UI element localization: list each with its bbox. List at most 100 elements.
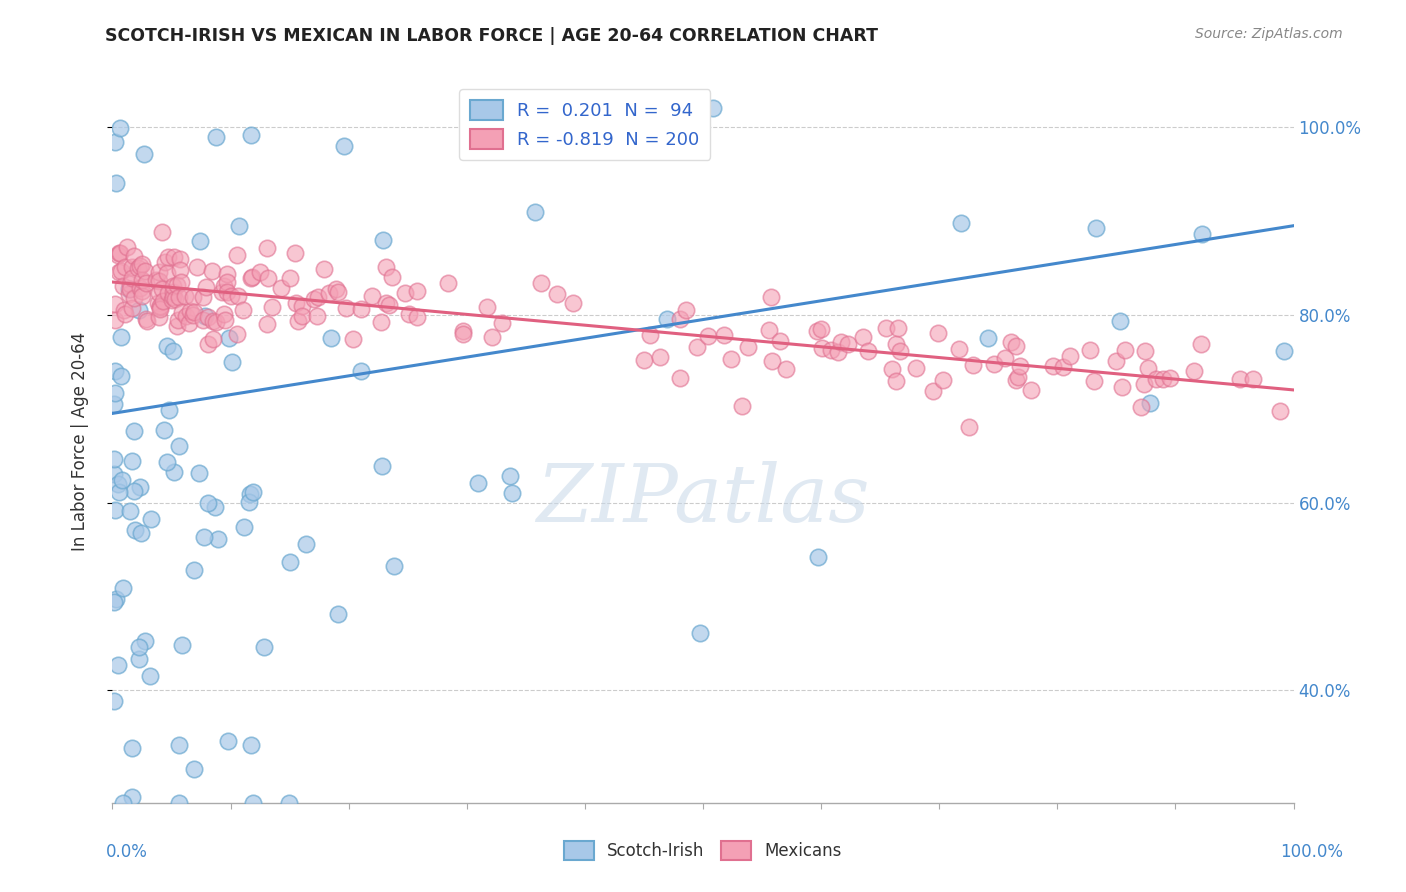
Point: [146, 295, 169, 310]
Point: [128, 651, 150, 665]
Point: [187, 466, 209, 480]
Point: [1272, 344, 1295, 359]
Point: [886, 320, 908, 334]
Point: [152, 225, 174, 239]
Point: [135, 314, 157, 328]
Point: [121, 271, 143, 285]
Point: [129, 525, 152, 540]
Point: [689, 626, 711, 640]
Point: [240, 270, 263, 285]
Point: [326, 285, 349, 299]
Point: [148, 310, 170, 325]
Point: [169, 252, 191, 266]
Point: [214, 313, 236, 327]
Point: [225, 327, 247, 342]
Point: [122, 483, 145, 498]
Point: [994, 351, 1017, 365]
Point: [156, 339, 179, 353]
Point: [121, 789, 143, 804]
Point: [121, 301, 143, 315]
Point: [169, 738, 191, 752]
Point: [1042, 359, 1064, 373]
Point: [211, 285, 233, 299]
Point: [204, 500, 226, 514]
Point: [122, 291, 145, 305]
Point: [193, 290, 215, 304]
Point: [453, 326, 475, 341]
Point: [162, 343, 184, 358]
Point: [1114, 343, 1136, 358]
Point: [477, 300, 499, 314]
Point: [333, 139, 356, 153]
Point: [183, 762, 205, 776]
Point: [371, 458, 394, 473]
Point: [856, 343, 879, 358]
Point: [811, 341, 834, 355]
Point: [406, 284, 429, 298]
Point: [1104, 354, 1126, 368]
Legend: Scotch-Irish, Mexicans: Scotch-Irish, Mexicans: [557, 835, 849, 867]
Point: [104, 364, 127, 378]
Point: [737, 340, 759, 354]
Point: [122, 249, 145, 263]
Point: [530, 276, 553, 290]
Point: [120, 277, 142, 291]
Point: [291, 299, 314, 313]
Point: [633, 352, 655, 367]
Point: [242, 485, 264, 500]
Point: [287, 314, 309, 328]
Point: [278, 270, 301, 285]
Point: [669, 370, 692, 384]
Point: [1010, 359, 1032, 373]
Point: [284, 246, 307, 260]
Point: [202, 313, 225, 327]
Point: [110, 369, 132, 384]
Point: [153, 255, 176, 269]
Point: [107, 476, 129, 491]
Point: [131, 284, 153, 298]
Text: 0.0%: 0.0%: [105, 843, 148, 861]
Point: [104, 135, 127, 149]
Point: [1005, 373, 1028, 387]
Point: [181, 308, 204, 322]
Point: [1152, 372, 1174, 386]
Point: [314, 262, 336, 277]
Point: [103, 397, 125, 411]
Point: [284, 296, 307, 310]
Point: [702, 102, 724, 116]
Point: [103, 467, 125, 481]
Point: [197, 496, 219, 510]
Point: [156, 266, 179, 280]
Point: [217, 734, 239, 748]
Point: [1109, 314, 1132, 328]
Point: [761, 354, 783, 368]
Point: [190, 234, 212, 248]
Point: [183, 305, 205, 319]
Point: [697, 328, 720, 343]
Point: [221, 288, 243, 302]
Point: [131, 289, 153, 303]
Point: [686, 340, 709, 354]
Point: [148, 265, 170, 279]
Point: [194, 309, 217, 323]
Point: [179, 316, 201, 330]
Point: [148, 286, 170, 301]
Point: [375, 295, 398, 310]
Point: [169, 263, 191, 277]
Point: [451, 324, 474, 338]
Point: [121, 260, 143, 275]
Point: [1241, 372, 1264, 386]
Point: [170, 305, 193, 319]
Point: [295, 537, 318, 551]
Point: [650, 350, 672, 364]
Point: [107, 657, 129, 672]
Text: 100.0%: 100.0%: [1279, 843, 1343, 861]
Point: [983, 357, 1005, 371]
Point: [135, 277, 157, 291]
Point: [546, 286, 568, 301]
Point: [253, 640, 276, 654]
Point: [1083, 375, 1105, 389]
Point: [360, 289, 382, 303]
Point: [827, 344, 849, 359]
Point: [214, 307, 236, 321]
